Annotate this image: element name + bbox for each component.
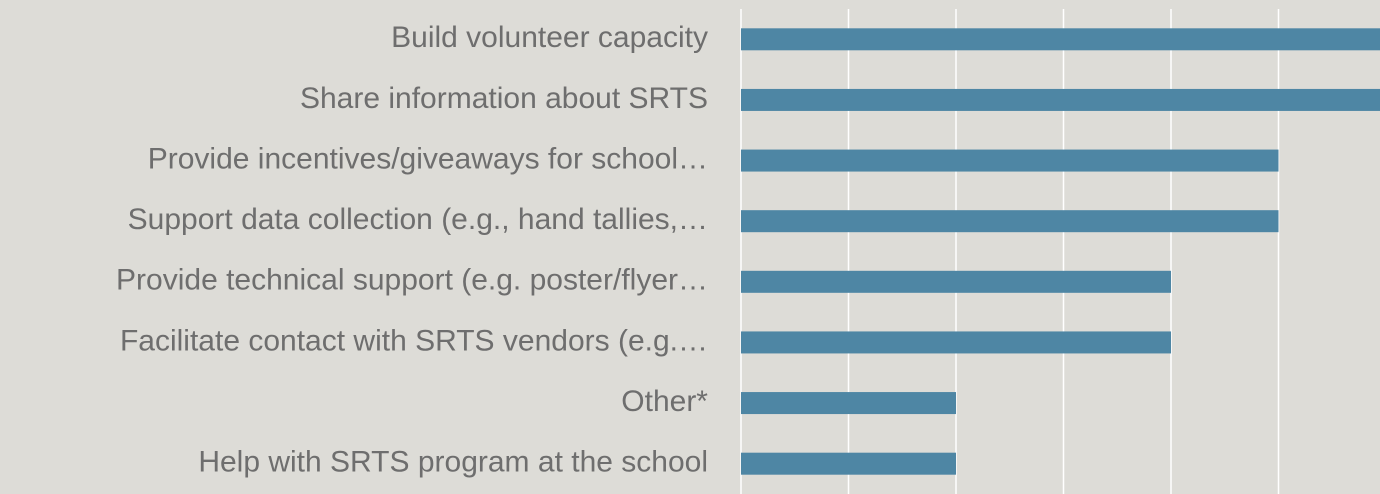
y-tick-label: Other* xyxy=(621,385,708,418)
bar xyxy=(741,149,1279,172)
y-tick-label: Facilitate contact with SRTS vendors (e.… xyxy=(120,324,708,357)
bar xyxy=(741,331,1171,354)
bar xyxy=(741,28,1380,51)
y-tick-label: Build volunteer capacity xyxy=(391,21,708,54)
y-tick-label: Share information about SRTS xyxy=(300,82,708,115)
bar xyxy=(741,392,956,415)
bar xyxy=(741,88,1380,111)
bar xyxy=(741,210,1279,233)
y-tick-label: Provide technical support (e.g. poster/f… xyxy=(116,264,708,297)
y-tick-label: Support data collection (e.g., hand tall… xyxy=(128,203,708,236)
bar xyxy=(741,270,1171,293)
bar xyxy=(741,452,956,475)
y-tick-label: Help with SRTS program at the school xyxy=(198,446,708,479)
y-tick-label: Provide incentives/giveaways for school… xyxy=(148,142,708,175)
